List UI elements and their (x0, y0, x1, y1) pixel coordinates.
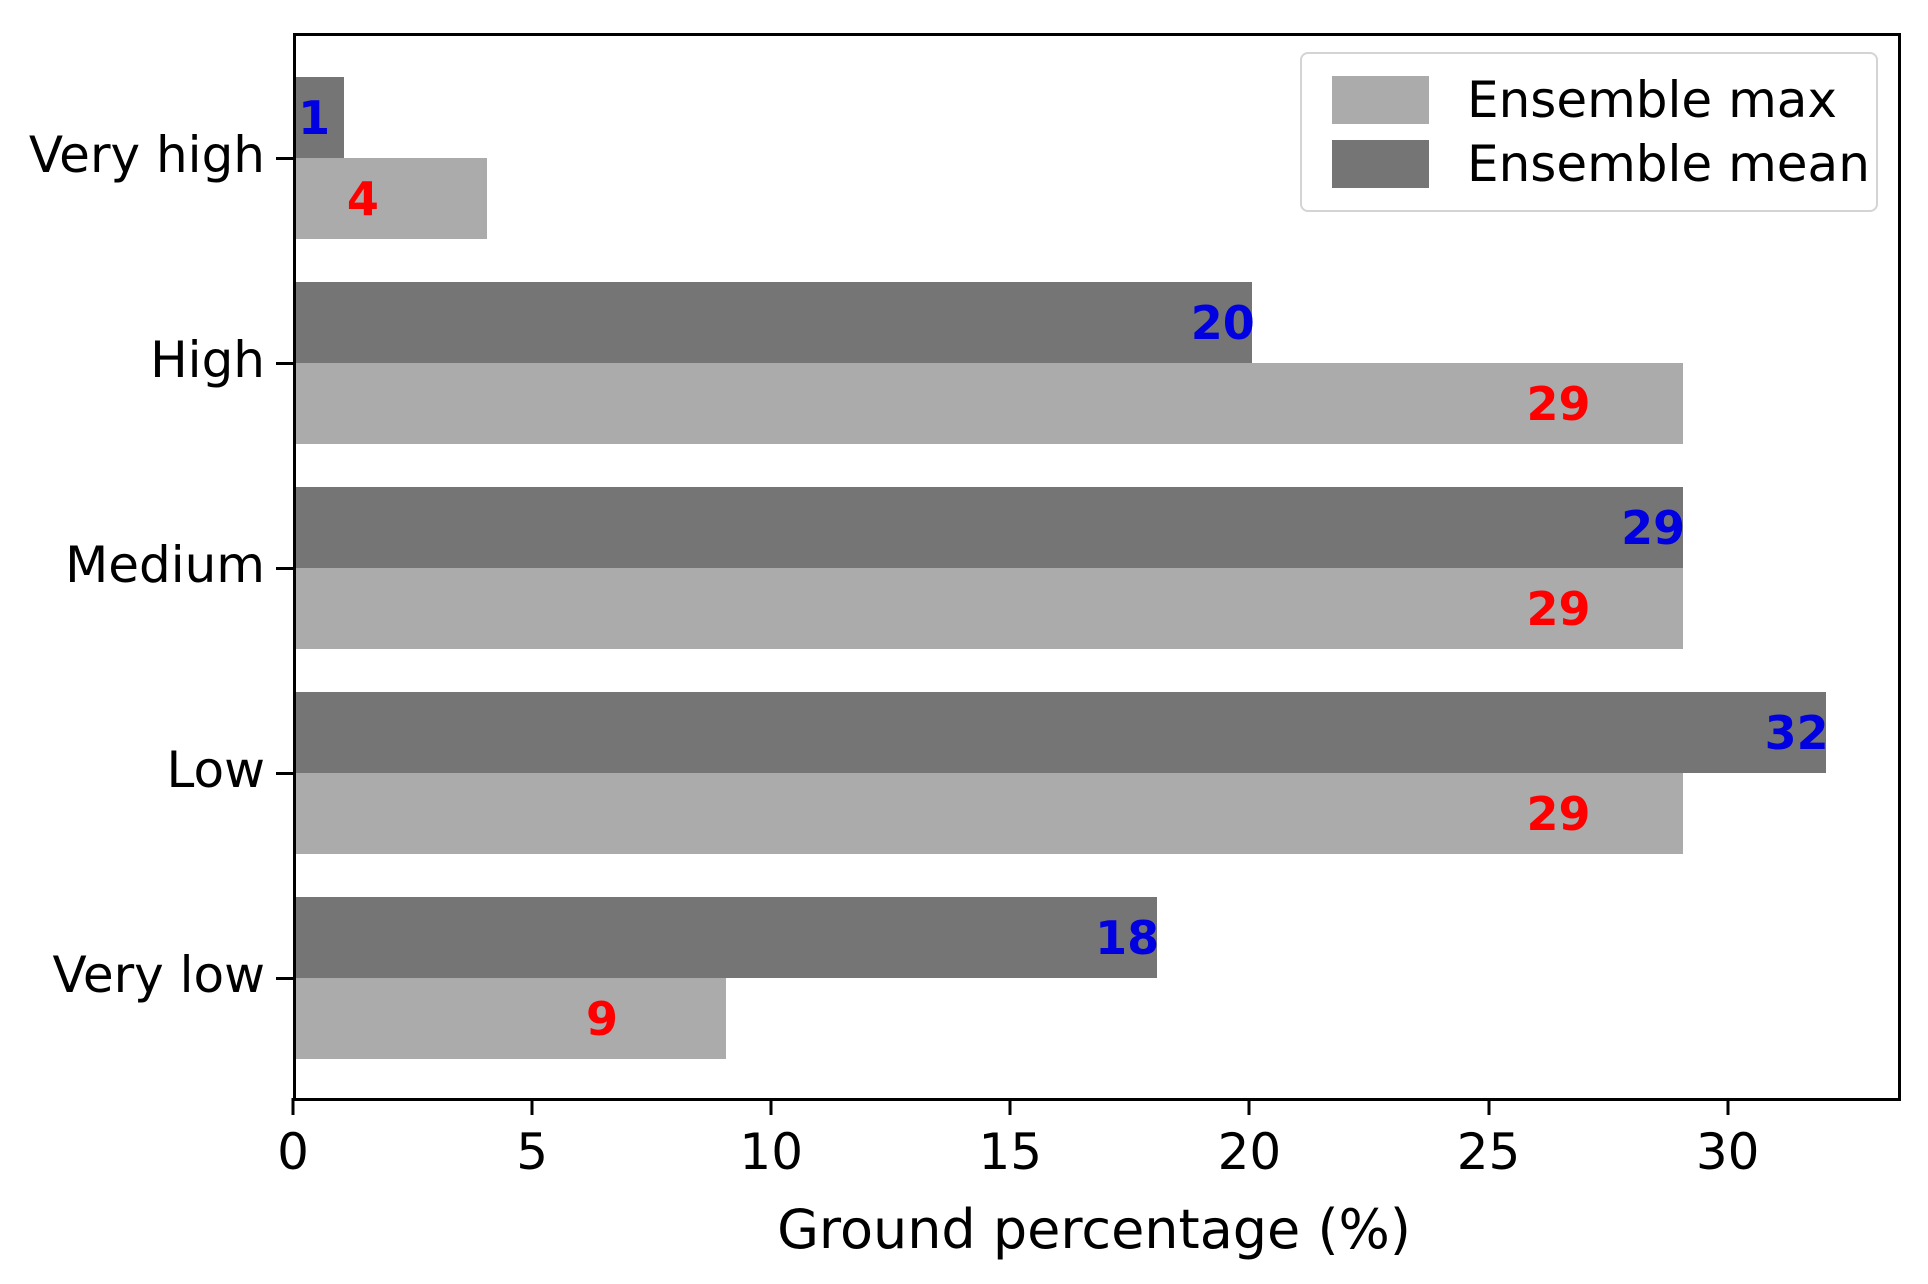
bar-ensemble-mean-very-high (296, 77, 344, 158)
legend-entry-ensemble-max: Ensemble max (1332, 75, 1876, 125)
bar-ensemble-max-low (296, 773, 1683, 854)
legend-swatch-ensemble-mean (1332, 140, 1429, 189)
x-tick-label-5: 5 (516, 1123, 548, 1181)
value-label-ensemble-max-very-low: 9 (586, 991, 619, 1046)
y-tick-mark (276, 977, 293, 980)
x-tick-mark (1487, 1098, 1491, 1115)
x-tick-mark (769, 1098, 773, 1115)
y-tick-label-very-high: Very high (28, 126, 265, 184)
y-tick-mark (276, 772, 293, 775)
y-tick-mark (276, 567, 293, 570)
y-tick-label-high: High (150, 331, 265, 389)
y-tick-label-low: Low (166, 741, 265, 799)
value-label-ensemble-max-medium: 29 (1526, 581, 1591, 636)
value-label-ensemble-max-very-high: 4 (346, 171, 379, 226)
x-tick-mark (1247, 1098, 1251, 1115)
legend: Ensemble max Ensemble mean (1300, 52, 1878, 212)
legend-label-ensemble-mean: Ensemble mean (1467, 135, 1870, 194)
value-label-ensemble-mean-very-low: 18 (1095, 910, 1160, 965)
x-axis-title: Ground percentage (%) (777, 1198, 1411, 1261)
x-tick-label-10: 10 (739, 1123, 804, 1181)
value-label-ensemble-mean-low: 32 (1764, 705, 1829, 760)
bar-ensemble-mean-very-low (296, 897, 1157, 978)
x-tick-label-20: 20 (1217, 1123, 1282, 1181)
bar-ensemble-max-very-low (296, 978, 727, 1059)
legend-label-ensemble-max: Ensemble max (1467, 70, 1838, 129)
legend-entry-ensemble-mean: Ensemble mean (1332, 139, 1876, 189)
x-tick-mark (1726, 1098, 1730, 1115)
value-label-ensemble-max-high: 29 (1526, 376, 1591, 431)
bar-ensemble-mean-medium (296, 487, 1683, 568)
value-label-ensemble-mean-medium: 29 (1621, 500, 1686, 555)
value-label-ensemble-mean-high: 20 (1190, 295, 1255, 350)
value-label-ensemble-mean-very-high: 1 (298, 90, 331, 145)
legend-swatch-ensemble-max (1332, 75, 1429, 124)
x-tick-mark (1008, 1098, 1012, 1115)
bar-ensemble-max-medium (296, 568, 1683, 649)
bar-ensemble-mean-high (296, 282, 1253, 363)
bar-ensemble-max-very-high (296, 158, 488, 239)
x-tick-label-0: 0 (277, 1123, 309, 1181)
bar-ensemble-mean-low (296, 692, 1827, 773)
x-tick-mark (291, 1098, 295, 1115)
x-tick-mark (530, 1098, 534, 1115)
bar-ensemble-max-high (296, 363, 1683, 444)
y-tick-mark (276, 157, 293, 160)
x-tick-label-30: 30 (1695, 1123, 1760, 1181)
x-tick-label-15: 15 (978, 1123, 1043, 1181)
y-tick-label-medium: Medium (65, 536, 265, 594)
value-label-ensemble-max-low: 29 (1526, 786, 1591, 841)
x-tick-label-25: 25 (1456, 1123, 1521, 1181)
y-tick-label-very-low: Very low (52, 946, 266, 1004)
y-tick-mark (276, 362, 293, 365)
